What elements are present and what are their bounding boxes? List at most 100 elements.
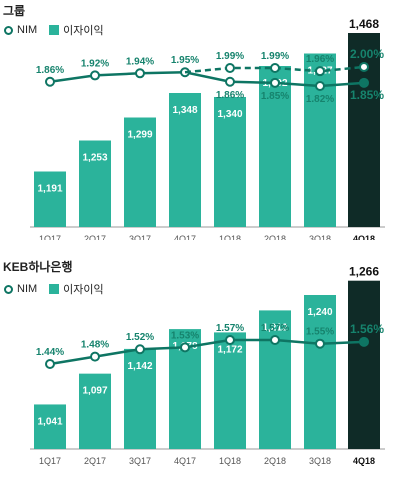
group-panel: 그룹 NIM 이자이익 1,191 1Q17 1,253 2Q17 1,299 3Q17 1… <box>3 4 385 240</box>
nim-value-label: 1.48% <box>81 340 109 351</box>
nim-value-label: 2.00% <box>350 47 384 61</box>
interest-legend-label: 이자이익 <box>63 284 104 296</box>
nim-point <box>45 76 55 87</box>
x-tick-label: 3Q18 <box>309 234 331 240</box>
nim-point <box>270 77 280 88</box>
panel-title: 그룹 <box>3 4 26 18</box>
bar-value-label: 1,266 <box>349 265 379 279</box>
bar <box>79 140 111 227</box>
nim-point <box>225 63 235 73</box>
nim-legend-label: NIM <box>17 24 38 36</box>
bar-value-label: 1,253 <box>82 153 107 164</box>
nim-value-label: 1.92% <box>81 58 109 69</box>
nim-point <box>45 359 55 369</box>
bar-value-label: 1,212 <box>262 322 287 333</box>
nim-point <box>180 342 190 353</box>
nim-line <box>49 70 365 88</box>
bank-panel: KEB하나은행 NIM 이자이익 1,041 1Q17 1,097 2Q17 1,142… <box>0 240 403 478</box>
x-tick-label: 2Q17 <box>84 234 106 240</box>
group-chart: 1,191 1Q17 1,253 2Q17 1,299 3Q17 1,348 4Q17 1,34… <box>30 17 385 240</box>
interest-legend-icon <box>49 25 60 35</box>
bar <box>304 53 336 227</box>
nim-value-label: 1.57% <box>261 323 289 334</box>
nim-value-label: 1.86% <box>216 90 244 101</box>
nim-value-label: 1.55% <box>306 327 334 338</box>
nim-value-label: 1.86% <box>36 65 64 76</box>
x-tick-label: 1Q17 <box>39 234 61 240</box>
interest-legend-label: 이자이익 <box>63 25 104 37</box>
bank-chart: 1,0411Q171,0972Q171,1423Q171,1784Q171,17… <box>30 265 385 466</box>
bar <box>214 332 246 449</box>
nim-value-label: 1.99% <box>261 51 289 62</box>
bar-value-label: 1,299 <box>127 130 152 141</box>
legend: NIM 이자이익 <box>4 281 104 297</box>
bar <box>348 280 380 449</box>
nim-value-label: 1.56% <box>350 322 384 336</box>
bar <box>259 310 291 449</box>
bar <box>34 171 66 227</box>
nim-point <box>270 63 280 73</box>
nim-point <box>225 76 235 87</box>
nim-point <box>135 68 145 79</box>
x-tick-label: 4Q18 <box>353 234 375 240</box>
x-tick-label: 3Q17 <box>129 234 151 240</box>
nim-point <box>359 61 369 72</box>
legend: NIM 이자이익 <box>4 22 104 38</box>
nim-point <box>90 70 100 81</box>
nim-point <box>359 77 369 88</box>
nim-legend-label: NIM <box>17 283 38 295</box>
x-tick-label: 4Q17 <box>174 234 196 240</box>
bar <box>124 348 156 449</box>
bar <box>259 66 291 227</box>
interest-legend-icon <box>49 284 60 294</box>
nim-point <box>90 351 100 362</box>
bar-value-label: 1,348 <box>172 105 197 116</box>
bar-value-label: 1,097 <box>82 386 107 397</box>
nim-value-label: 1.96% <box>306 54 334 65</box>
nim-value-label: 1.85% <box>261 91 289 102</box>
bar-value-label: 1,142 <box>127 361 152 372</box>
nim-value-label: 1.99% <box>216 51 244 62</box>
bar <box>34 404 66 449</box>
nim-value-label: 1.53% <box>171 330 199 341</box>
nim-point <box>270 335 280 345</box>
nim-point <box>225 335 235 345</box>
bar-value-label: 1,191 <box>37 184 62 195</box>
nim-value-label: 1.52% <box>126 332 154 343</box>
bar-value-label: 1,340 <box>217 109 242 120</box>
nim-value-label: 1.94% <box>126 56 154 67</box>
nim-point <box>315 338 325 349</box>
x-tick-label: 3Q18 <box>309 456 331 466</box>
nim-line <box>49 338 365 366</box>
x-tick-label: 4Q18 <box>353 456 375 466</box>
nim-value-label: 1.95% <box>171 55 199 66</box>
nim-value-label: 1.44% <box>36 347 64 358</box>
nim-point <box>135 344 145 355</box>
bar <box>79 373 111 449</box>
bar-value-label: 1,041 <box>37 416 62 427</box>
bar-value-label: 1,240 <box>307 307 332 318</box>
x-tick-label: 3Q17 <box>129 456 151 466</box>
nim-value-label: 1.82% <box>306 94 334 105</box>
x-tick-label: 1Q18 <box>219 456 241 466</box>
x-tick-label: 2Q18 <box>264 456 286 466</box>
bar <box>169 93 201 227</box>
bar-value-label: 1,172 <box>217 344 242 355</box>
bar <box>124 117 156 227</box>
nim-point <box>359 336 369 347</box>
bar <box>304 295 336 449</box>
nim-value-label: 1.57% <box>216 323 244 334</box>
nim-value-label: 1.85% <box>350 88 384 102</box>
bar-value-label: 1,468 <box>349 17 379 31</box>
nim-point <box>315 66 325 77</box>
nim-legend-icon <box>4 25 13 35</box>
x-tick-label: 1Q17 <box>39 456 61 466</box>
x-tick-label: 2Q17 <box>84 456 106 466</box>
x-tick-label: 2Q18 <box>264 234 286 240</box>
panel-title: KEB하나은행 <box>3 260 73 274</box>
x-tick-label: 1Q18 <box>219 234 241 240</box>
nim-point <box>315 81 325 91</box>
x-tick-label: 4Q17 <box>174 456 196 466</box>
nim-legend-icon <box>4 284 13 294</box>
